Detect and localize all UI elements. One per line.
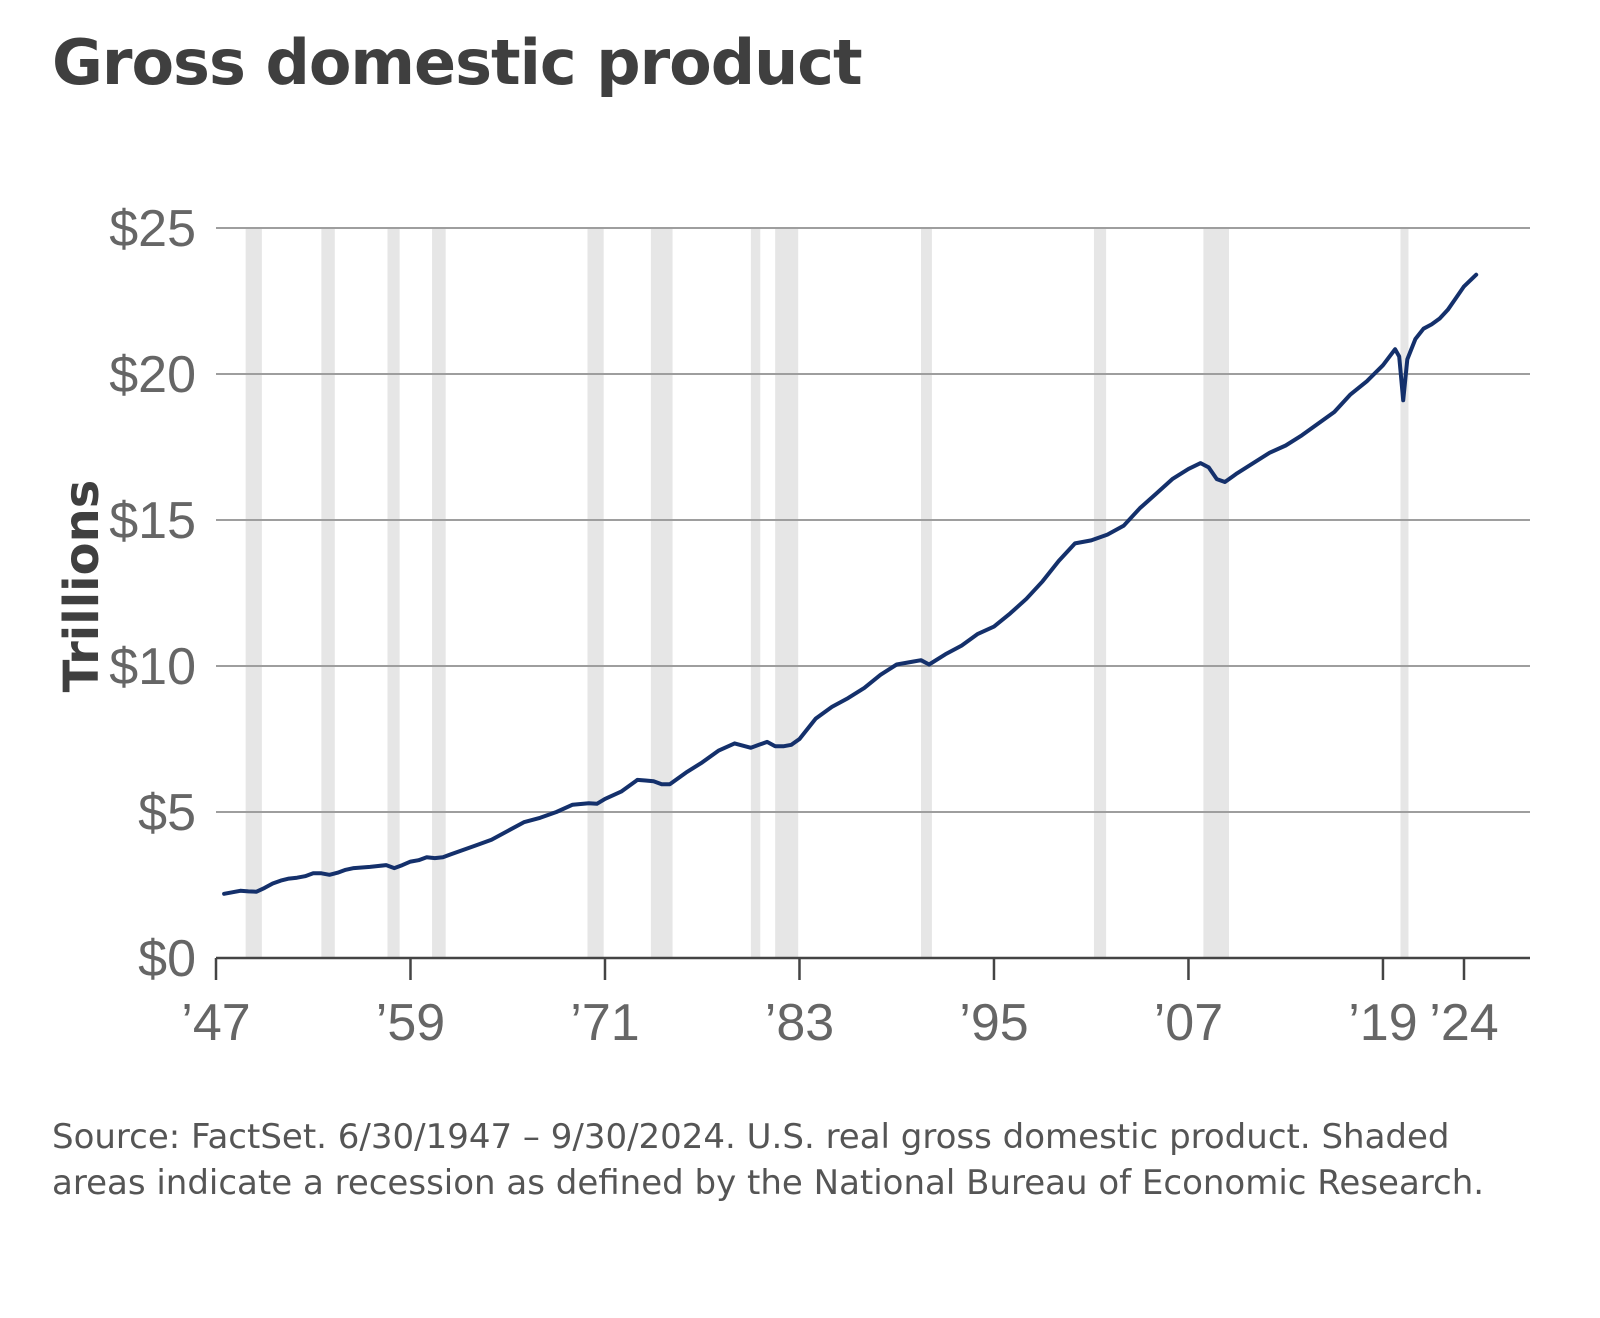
x-tick-label-1947: ’47	[181, 994, 250, 1052]
recession-band-4	[587, 228, 604, 958]
x-tick-label-1983: ’83	[765, 994, 834, 1052]
x-tick-label-2024: ’24	[1429, 994, 1498, 1052]
y-tick-label-15: $15	[109, 492, 196, 550]
x-tick-label-2007: ’07	[1154, 994, 1223, 1052]
recession-band-5	[650, 228, 673, 958]
recession-band-6	[750, 228, 761, 958]
x-tick-label-1971: ’71	[570, 994, 639, 1052]
recession-band-10	[1203, 228, 1229, 958]
recession-band-7	[775, 228, 799, 958]
y-tick-label-20: $20	[109, 346, 196, 404]
x-axis-ticks: ’47 ’59 ’71 ’83 ’95 ’07 ’19’24	[181, 958, 1499, 1052]
recession-band-8	[921, 228, 932, 958]
recession-bands	[245, 228, 1409, 958]
recession-band-0	[245, 228, 262, 958]
recession-band-11	[1400, 228, 1409, 958]
recession-band-9	[1093, 228, 1107, 958]
y-axis-ticks: $0 $5 $10 $15 $20 $25	[109, 200, 196, 988]
y-tick-label-5: $5	[138, 784, 196, 842]
gridlines	[216, 227, 1530, 813]
x-tick-label-1995: ’95	[959, 994, 1028, 1052]
y-tick-label-0: $0	[138, 930, 196, 988]
series-line-0	[222, 272, 1479, 896]
recession-band-3	[432, 228, 446, 958]
x-tick-label-2019: ’19	[1348, 994, 1417, 1052]
recession-band-1	[321, 228, 335, 958]
source-note: Source: FactSet. 6/30/1947 – 9/30/2024. …	[52, 1117, 1485, 1203]
series-layer	[222, 272, 1479, 896]
y-axis-title: Trillions	[54, 480, 110, 693]
recession-band-2	[387, 228, 400, 958]
chart-title: Gross domestic product	[52, 26, 863, 99]
x-tick-label-1959: ’59	[376, 994, 445, 1052]
y-tick-label-25: $25	[109, 200, 196, 258]
y-tick-label-10: $10	[109, 638, 196, 696]
